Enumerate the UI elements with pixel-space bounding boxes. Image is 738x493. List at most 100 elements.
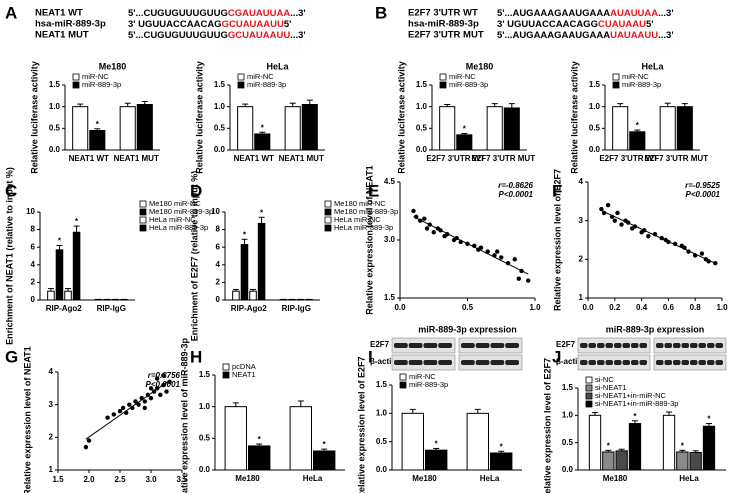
blot-band: [656, 343, 664, 348]
y-tick-label: 10: [211, 207, 220, 216]
binding-site: GCUAUAAUU: [228, 30, 290, 41]
significance: *: [607, 441, 611, 450]
blot-band: [614, 360, 622, 365]
sequence: 3' UGUUACCAACAGGCUAUAAUU5': [128, 19, 291, 30]
y-tick-label: 8: [216, 225, 221, 234]
point: [158, 392, 163, 398]
legend-swatch: [612, 73, 620, 81]
legend-swatch: [139, 224, 147, 232]
point: [142, 399, 147, 404]
point: [422, 216, 427, 221]
blot-band: [505, 343, 519, 348]
x-tick-label: HeLa: [679, 474, 699, 483]
blot-band: [505, 360, 519, 365]
y-tick-label: 0.0: [199, 465, 211, 474]
y-tick-label: 1.5: [384, 293, 396, 302]
blot-band: [461, 343, 475, 348]
bar: [119, 106, 136, 151]
bar: [602, 451, 615, 471]
bar: [248, 445, 271, 471]
y-tick-label: 1.5: [376, 380, 388, 389]
legend-label: miR-NC: [622, 72, 649, 81]
y-tick-label: 1.5: [199, 370, 211, 379]
y-axis-label: Relative expression level of E2F7: [542, 358, 552, 493]
stat-annotation: r=0.8756: [148, 371, 181, 380]
y-tick-label: 1.5: [589, 80, 601, 89]
blot-band: [622, 360, 630, 365]
y-tick-label: 2: [31, 278, 36, 287]
bar: [301, 104, 318, 151]
bar: [689, 452, 702, 471]
bar: [224, 406, 248, 471]
legend-label: HeLa miR-889-3p: [334, 223, 393, 232]
bar: [401, 412, 425, 471]
sequence-suffix: ...3': [658, 8, 673, 19]
chart-title: Me180: [466, 61, 494, 71]
legend-swatch: [237, 81, 245, 89]
y-tick-label: 4: [31, 260, 36, 269]
blot-band: [588, 360, 596, 365]
legend-swatch: [585, 384, 593, 392]
fit-line: [85, 379, 170, 440]
point: [83, 444, 89, 450]
bar: [659, 106, 676, 151]
bar: [439, 106, 456, 151]
blot-band: [490, 360, 505, 365]
legend-label: miR-NC: [82, 72, 109, 81]
bar: [254, 133, 271, 151]
x-tick-label: 0.4: [636, 303, 648, 312]
legend-label: HeLa miR-889-3p: [149, 223, 208, 232]
bar: [466, 412, 490, 471]
y-axis-label: Enrichment of NEAT1 (relative to input %…: [4, 167, 14, 345]
point: [117, 409, 123, 414]
stat-annotation: r=-0.9525: [685, 181, 720, 190]
bar: [662, 414, 676, 471]
y-tick-label: 0.5: [199, 433, 211, 442]
blot-band: [698, 343, 706, 348]
x-tick-label: NEAT1 MUT: [114, 154, 159, 163]
panel-letter: I: [368, 347, 373, 366]
legend-label: si-NC: [595, 375, 614, 384]
significance: *: [707, 415, 711, 424]
legend-label: Me180 miR-NC: [334, 199, 386, 208]
x-tick-label: RIP-Ago2: [231, 304, 268, 313]
blot-band: [408, 343, 423, 348]
y-tick-label: 4.5: [384, 177, 396, 186]
x-axis-label: miR-889-3p expression: [418, 324, 517, 334]
significance: *: [258, 435, 262, 444]
sequence-label: hsa-miR-889-3p: [35, 19, 106, 30]
blot-band: [656, 360, 664, 365]
bar: [55, 249, 64, 301]
legend-swatch: [399, 373, 407, 381]
significance: *: [463, 125, 467, 134]
blot-label: β-actin: [556, 357, 582, 366]
y-tick-label: 1.0: [49, 102, 61, 111]
panel-letter: F: [552, 181, 562, 200]
x-tick-label: 0.8: [690, 303, 702, 312]
sequence-prefix: 5'...AUGAAAGAAUGAAA: [497, 30, 610, 41]
blot-band: [408, 360, 423, 365]
y-tick-label: 0.5: [416, 123, 428, 132]
bar: [702, 425, 716, 471]
x-tick-label: NEAT1 WT: [234, 154, 274, 163]
point: [105, 415, 110, 420]
legend-label: pcDNA: [232, 362, 256, 371]
blot-band: [681, 343, 689, 348]
y-tick-label: 3: [49, 400, 54, 409]
legend-swatch: [139, 216, 147, 224]
bar: [64, 290, 72, 301]
legend-label: miR-889-3p: [82, 80, 121, 89]
x-tick-label: HeLa: [303, 474, 323, 483]
point: [699, 251, 705, 256]
y-tick-label: 1: [49, 465, 54, 474]
blot-band: [461, 360, 475, 365]
x-tick-label: E2F7 3'UTR WT: [426, 154, 485, 163]
blot-band: [631, 343, 639, 348]
sequence-label: E2F7 3'UTR MUT: [408, 30, 484, 41]
y-tick-label: 1.5: [49, 80, 61, 89]
fit-line: [413, 216, 529, 275]
blot-band: [639, 360, 647, 365]
legend-label: si-NEAT1+in-miR-NC: [595, 391, 666, 400]
y-axis-label: Relative expression level of E2F7: [356, 356, 366, 493]
y-tick-label: 0.5: [562, 438, 574, 447]
